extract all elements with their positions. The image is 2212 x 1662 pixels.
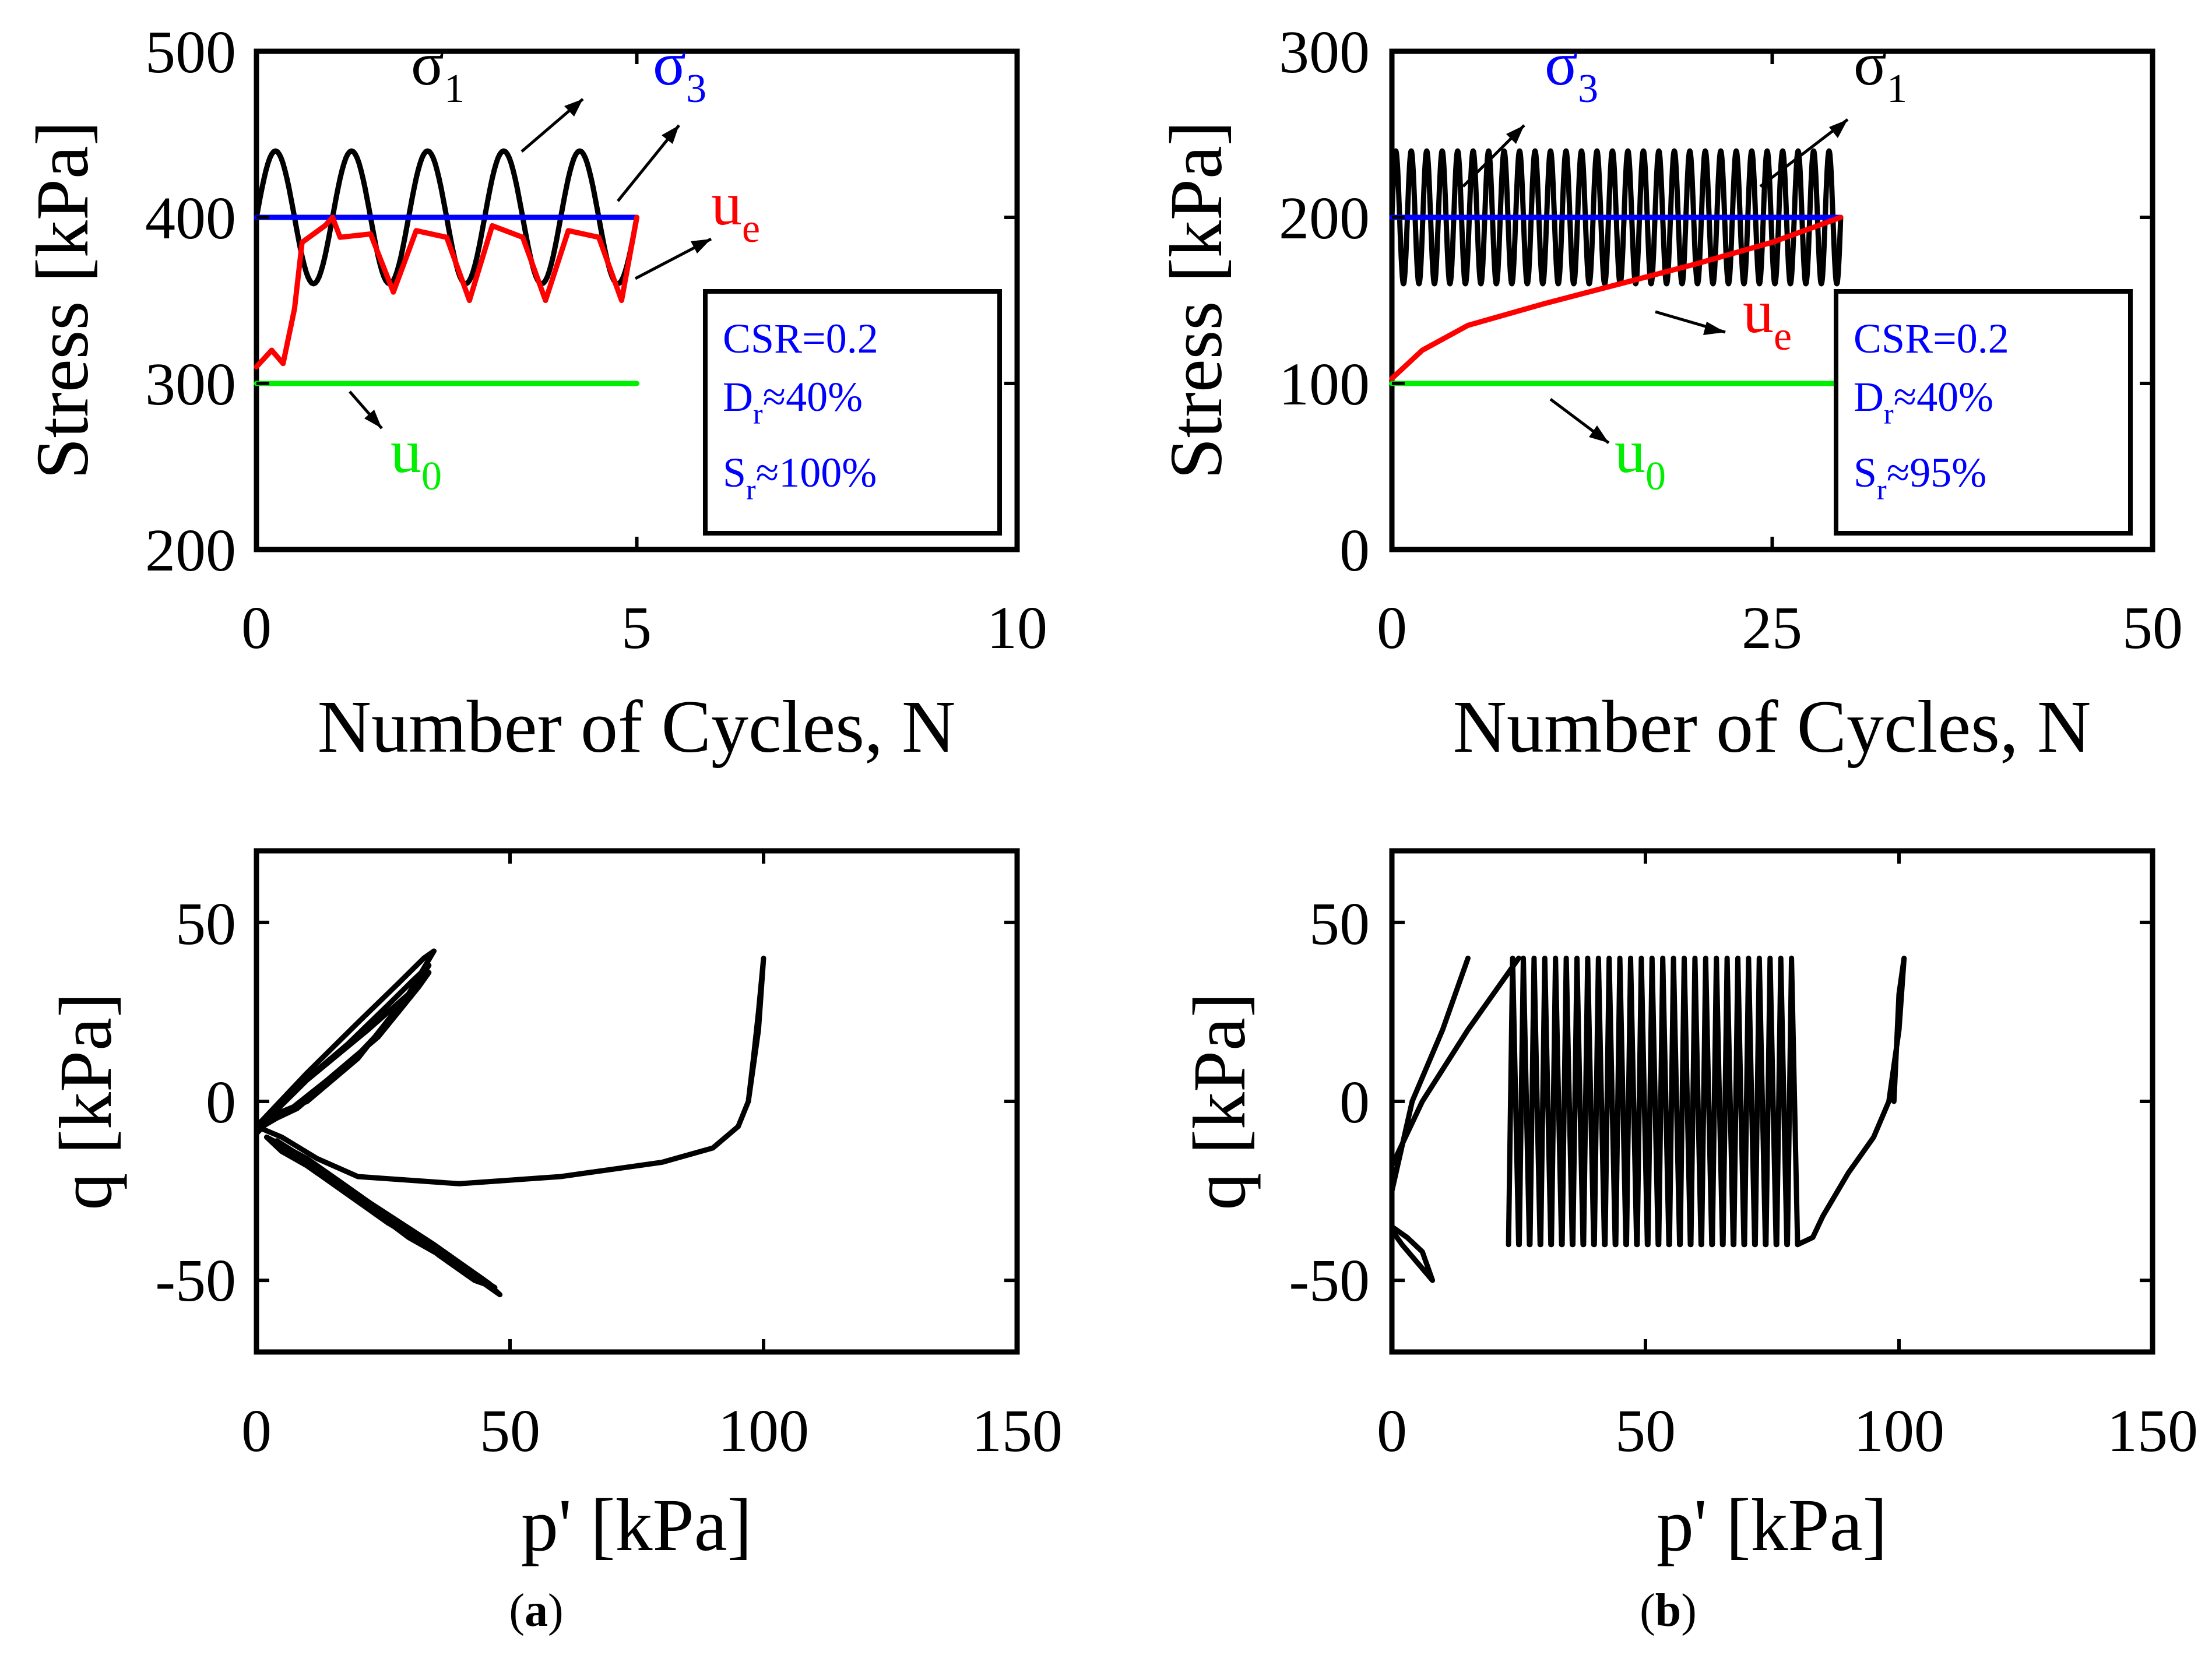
xtick-label: 100 [1854, 1397, 1944, 1464]
series-tail2-line [1389, 955, 1471, 1194]
annotation-symbol: u [1615, 417, 1645, 485]
ytick-label: 300 [1279, 19, 1370, 86]
ytick-label: 0 [206, 1069, 236, 1136]
x-axis-label: p' [kPa] [1657, 1484, 1887, 1566]
svg-text:σ3: σ3 [1545, 30, 1598, 111]
y-axis-label: q [kPa] [44, 992, 127, 1210]
series-ue-line [1389, 214, 1844, 381]
y-axis-label: q [kPa] [1178, 992, 1261, 1210]
xtick-label: 5 [621, 594, 652, 661]
legend-csr: CSR=0.2 [1854, 315, 2009, 362]
series-loop3-line [254, 970, 432, 1133]
annotation-symbol: u [391, 417, 421, 485]
xtick-label: 150 [972, 1397, 1063, 1464]
annotation-sigma1: σ1 [411, 30, 584, 153]
annotation-symbol: σ [653, 30, 686, 98]
legend-box: CSR=0.2 Dr≈40% Sr≈100% [703, 289, 1002, 536]
plot-a-top: 200 300 400 500 0 5 10 Number of Cycles,… [21, 19, 1047, 768]
xtick-label: 150 [2107, 1397, 2198, 1464]
annotation-u0: u0 [1549, 398, 1666, 499]
annotation-subscript: 3 [1578, 66, 1598, 111]
annotation-symbol: u [1743, 277, 1774, 346]
y-axis-label: Stress [kPa] [21, 121, 104, 479]
ytick-label: 0 [1339, 1069, 1370, 1136]
series-initial-line [1795, 955, 1907, 1248]
annotation-symbol: u [711, 170, 742, 238]
ytick-label: 50 [175, 890, 236, 957]
annotation-sigma1: σ1 [1759, 30, 1907, 188]
legend-csr: CSR=0.2 [723, 315, 878, 362]
annotation-symbol: σ [1854, 30, 1887, 98]
ytick-label: 500 [145, 19, 236, 86]
ytick-label: 300 [145, 351, 236, 418]
xtick-label: 0 [1377, 1397, 1407, 1464]
series-sweep-line [1506, 955, 1800, 1248]
annotation-subscript: 1 [1887, 66, 1907, 111]
svg-text:ue: ue [1743, 277, 1792, 359]
ytick-label: -50 [155, 1247, 236, 1314]
series-ue-line [254, 214, 639, 369]
xtick-label: 0 [241, 594, 272, 661]
xtick-label: 25 [1742, 594, 1802, 661]
annotation-u0: u0 [349, 390, 442, 499]
ytick-label: 0 [1339, 517, 1370, 584]
panel-label-a: (a) [509, 1585, 563, 1636]
svg-text:σ3: σ3 [653, 30, 706, 111]
annotation-sigma3: σ3 [617, 30, 706, 202]
xtick-label: 0 [1377, 594, 1407, 661]
legend-box: CSR=0.2 Dr≈40% Sr≈95% [1834, 289, 2133, 536]
annotation-subscript: e [1774, 314, 1792, 359]
annotation-sigma3: σ3 [1462, 30, 1598, 188]
xtick-label: 10 [987, 594, 1047, 661]
ytick-label: 200 [1279, 185, 1370, 252]
plot-a-bottom: -50 0 50 0 50 100 150 p' [kPa] q [kPa] [44, 848, 1063, 1566]
xtick-label: 100 [718, 1397, 809, 1464]
series-loop6-line [279, 1142, 493, 1287]
plot-b-top: 0 100 200 300 0 25 50 Number of Cycles, … [1155, 19, 2183, 768]
xtick-label: 0 [241, 1397, 272, 1464]
annotation-subscript: e [742, 206, 760, 251]
legend-dr: Dr≈40% [723, 374, 863, 430]
ytick-label: -50 [1289, 1247, 1370, 1314]
annotation-subscript: 0 [421, 454, 442, 499]
x-axis-label: p' [kPa] [521, 1484, 752, 1566]
xtick-label: 50 [480, 1397, 540, 1464]
ytick-label: 50 [1309, 890, 1370, 957]
legend-sr: Sr≈95% [1854, 449, 1986, 506]
annotation-ue: ue [634, 170, 760, 280]
y-axis-label: Stress [kPa] [1155, 121, 1237, 479]
annotation-subscript: 3 [686, 66, 706, 111]
svg-text:ue: ue [711, 170, 760, 251]
annotation-symbol: σ [411, 30, 444, 98]
annotation-subscript: 1 [444, 66, 465, 111]
ytick-label: 100 [1279, 351, 1370, 418]
x-axis-label: Number of Cycles, N [318, 685, 956, 768]
ytick-label: 400 [145, 185, 236, 252]
legend-sr: Sr≈100% [723, 449, 877, 506]
series-tail3-line [1389, 1224, 1436, 1283]
xtick-label: 50 [1615, 1397, 1676, 1464]
ytick-label: 200 [145, 517, 236, 584]
panel-label-b: (b) [1640, 1585, 1697, 1636]
annotation-symbol: σ [1545, 30, 1578, 98]
svg-text:u0: u0 [391, 417, 442, 499]
xtick-label: 50 [2122, 594, 2183, 661]
annotation-subscript: 0 [1645, 454, 1666, 499]
series-initial-line [254, 955, 766, 1186]
plot-frame [254, 848, 1020, 1355]
svg-text:u0: u0 [1615, 417, 1666, 499]
plot-b-bottom: -50 0 50 0 50 100 150 p' [kPa] q [kPa] [1178, 848, 2198, 1566]
legend-dr: Dr≈40% [1854, 374, 1993, 430]
x-axis-label: Number of Cycles, N [1453, 685, 2091, 768]
annotation-ue: ue [1655, 277, 1792, 359]
svg-text:σ1: σ1 [1854, 30, 1907, 111]
svg-text:σ1: σ1 [411, 30, 465, 111]
